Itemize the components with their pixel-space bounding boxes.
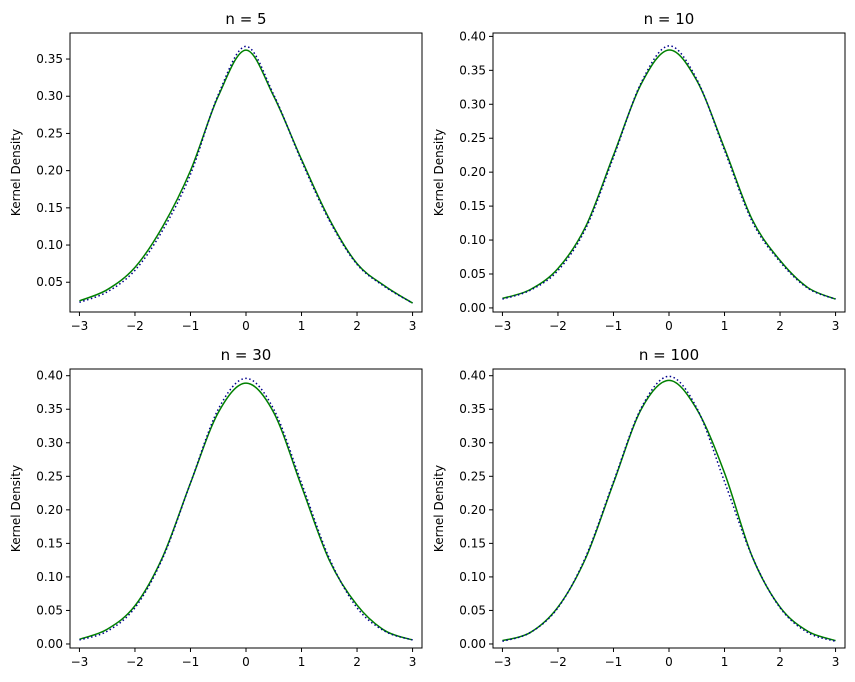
x-tick-label: 1 [298,319,306,333]
y-axis-label: Kernel Density [432,465,446,552]
x-tick-label: −3 [494,319,512,333]
y-tick-label: 0.20 [459,503,486,517]
y-tick-label: 0.15 [459,199,486,213]
x-tick-label: 3 [832,655,840,669]
x-tick-label: 3 [409,655,417,669]
subplot-1: n = 5 Kernel Density −3 −2 −1 0 1 2 3 0.05 0.10 0.1… [9,10,423,333]
y-tick-label: 0.30 [36,89,63,103]
x-tick-label: −3 [71,319,89,333]
x-tick-label: 0 [665,319,673,333]
y-tick-label: 0.20 [36,503,63,517]
x-tick-label: −1 [182,319,200,333]
dotted-density-line [502,45,836,300]
dotted-density-line [79,45,413,304]
axes-frame [69,368,423,649]
dotted-density-line [502,375,836,643]
solid-density-line [502,49,836,300]
y-tick-label: 0.40 [36,369,63,383]
x-tick-label: −2 [126,655,144,669]
axes-frame [69,32,423,313]
y-tick-label: 0.25 [36,126,63,140]
solid-density-line [79,49,413,304]
y-tick-label: 0.40 [459,369,486,383]
subplot-2: n = 10 Kernel Density −3 −2 −1 0 1 2 3 0.00 0.05 0.… [432,10,846,333]
x-tick-label: −2 [549,319,567,333]
y-tick-label: 0.20 [459,165,486,179]
y-tick-label: 0.35 [36,52,63,66]
y-tick-label: 0.00 [459,637,486,651]
y-tick-label: 0.05 [36,275,63,289]
y-tick-label: 0.00 [459,301,486,315]
x-tick-label: 2 [353,655,361,669]
x-tick-label: −2 [549,655,567,669]
x-tick-label: 2 [776,655,784,669]
x-tick-label: 1 [298,655,306,669]
x-tick-label: 1 [721,319,729,333]
x-tick-label: 0 [242,655,250,669]
x-tick-label: −3 [71,655,89,669]
y-tick-label: 0.30 [459,436,486,450]
y-axis-label: Kernel Density [9,129,23,216]
y-tick-label: 0.35 [459,402,486,416]
subplot-4: n = 100 Kernel Density −3 −2 −1 0 1 2 3 0.00 0.05 0… [432,346,846,669]
y-tick-label: 0.25 [459,131,486,145]
x-tick-label: −1 [182,655,200,669]
y-tick-label: 0.15 [36,201,63,215]
solid-density-line [502,379,836,642]
y-tick-label: 0.25 [459,469,486,483]
y-axis-label: Kernel Density [9,465,23,552]
y-tick-label: 0.10 [36,570,63,584]
y-tick-label: 0.20 [36,164,63,178]
y-tick-label: 0.30 [459,97,486,111]
x-tick-label: −3 [494,655,512,669]
x-tick-label: 2 [353,319,361,333]
x-tick-label: −1 [605,655,623,669]
y-tick-label: 0.15 [459,536,486,550]
axes-frame [492,32,846,313]
y-tick-label: 0.05 [36,603,63,617]
y-tick-label: 0.10 [459,570,486,584]
y-tick-label: 0.10 [459,233,486,247]
subplot-3: n = 30 Kernel Density −3 −2 −1 0 1 2 3 0.00 0.05 0.… [9,346,423,669]
y-tick-label: 0.35 [459,63,486,77]
axes-frame [492,368,846,649]
x-tick-label: 1 [721,655,729,669]
y-tick-label: 0.05 [459,603,486,617]
subplot-title: n = 5 [225,10,266,28]
y-tick-label: 0.25 [36,469,63,483]
x-tick-label: 0 [665,655,673,669]
subplot-title: n = 30 [221,346,272,364]
x-tick-label: 2 [776,319,784,333]
x-tick-label: −2 [126,319,144,333]
x-tick-label: 0 [242,319,250,333]
y-tick-label: 0.40 [459,29,486,43]
y-tick-label: 0.10 [36,238,63,252]
subplot-title: n = 10 [644,10,695,28]
y-tick-label: 0.35 [36,402,63,416]
y-tick-label: 0.05 [459,267,486,281]
y-tick-label: 0.30 [36,436,63,450]
x-tick-label: 3 [409,319,417,333]
x-tick-label: 3 [832,319,840,333]
dotted-density-line [79,377,413,641]
y-tick-label: 0.15 [36,536,63,550]
x-tick-label: −1 [605,319,623,333]
y-tick-label: 0.00 [36,637,63,651]
solid-density-line [79,382,413,641]
y-axis-label: Kernel Density [432,129,446,216]
subplot-title: n = 100 [639,346,699,364]
